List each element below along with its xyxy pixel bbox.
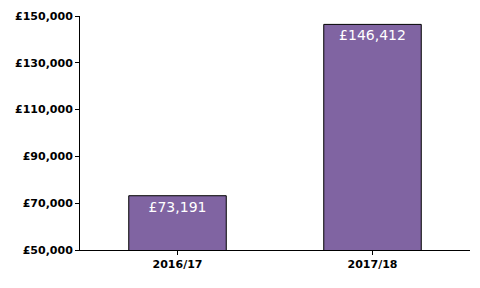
svg-text:2016/17: 2016/17: [153, 258, 203, 271]
svg-text:£90,000: £90,000: [23, 150, 73, 163]
svg-text:£110,000: £110,000: [15, 103, 73, 116]
svg-text:£70,000: £70,000: [23, 197, 73, 210]
svg-text:£73,191: £73,191: [149, 199, 207, 215]
svg-text:£150,000: £150,000: [15, 10, 73, 23]
svg-text:£130,000: £130,000: [15, 57, 73, 70]
svg-text:£50,000: £50,000: [23, 244, 73, 257]
svg-text:£146,412: £146,412: [339, 27, 406, 43]
svg-text:2017/18: 2017/18: [348, 258, 398, 271]
